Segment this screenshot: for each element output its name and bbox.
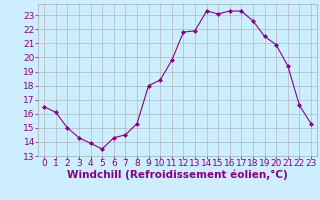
X-axis label: Windchill (Refroidissement éolien,°C): Windchill (Refroidissement éolien,°C) — [67, 170, 288, 180]
